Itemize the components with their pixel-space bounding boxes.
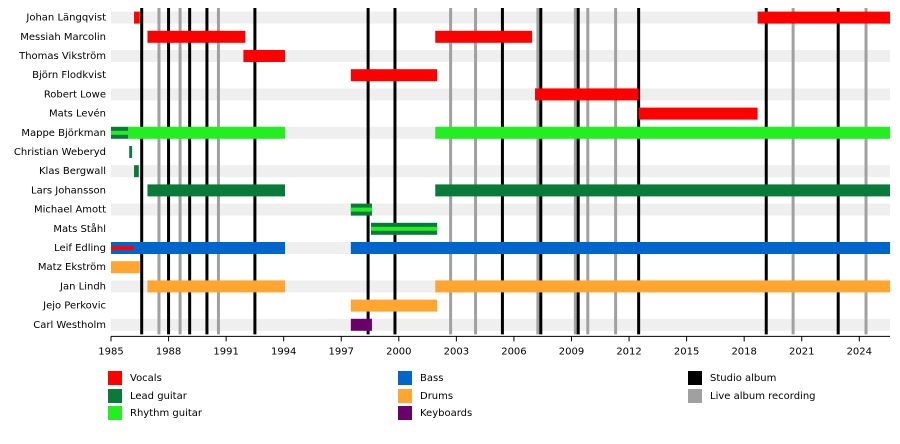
x-tick-label: 2012 <box>616 346 641 357</box>
member-stripe <box>370 226 438 231</box>
x-tick-label: 2009 <box>559 346 584 357</box>
member-name: Carl Westholm <box>33 320 106 331</box>
member-name: Lars Johansson <box>31 185 106 196</box>
member-name: Matz Ekström <box>38 262 106 273</box>
member-bar <box>350 69 438 82</box>
member-bar <box>757 11 890 24</box>
legend-swatch <box>108 406 122 420</box>
member-name: Christian Weberyd <box>14 147 106 158</box>
member-bar <box>638 107 758 120</box>
x-tick-label: 2021 <box>789 346 814 357</box>
member-name: Johan Längqvist <box>25 13 106 24</box>
member-bar <box>147 30 246 43</box>
legend-label: Live album recording <box>710 391 816 402</box>
legend-swatch <box>688 371 702 385</box>
member-bar <box>350 242 890 254</box>
member-bar <box>129 146 133 158</box>
member-name: Björn Flodkvist <box>32 70 106 81</box>
x-tick-label: 1994 <box>271 346 296 357</box>
member-name: Jejo Perkovic <box>42 301 106 312</box>
member-bar <box>147 280 286 293</box>
x-tick-label: 2000 <box>386 346 411 357</box>
member-bar <box>350 299 438 312</box>
legend-swatch <box>398 389 412 403</box>
member-stripe <box>111 130 129 135</box>
member-name: Thomas Vikström <box>18 51 106 62</box>
x-tick-label: 2003 <box>444 346 469 357</box>
row-band <box>111 88 890 101</box>
row-band <box>111 203 890 216</box>
member-bar <box>243 50 286 62</box>
member-bar <box>134 11 140 24</box>
member-name: Mats Levén <box>49 108 106 120</box>
member-bar <box>435 280 890 293</box>
member-bar <box>128 126 286 139</box>
x-tick-label: 2024 <box>847 346 872 357</box>
member-name: Mappe Björkman <box>21 128 106 139</box>
member-name: Leif Edling <box>54 243 106 254</box>
row-band <box>111 165 890 178</box>
x-tick-label: 2006 <box>501 346 526 357</box>
member-bar <box>535 88 639 101</box>
row-band <box>111 318 890 331</box>
x-tick-label: 1997 <box>329 346 354 357</box>
legend-label: Studio album <box>710 373 776 384</box>
member-bar <box>134 165 139 178</box>
x-tick-label: 1988 <box>156 346 181 357</box>
legend-label: Vocals <box>130 373 162 384</box>
row-band <box>111 50 890 62</box>
member-bar <box>147 184 286 197</box>
member-bar <box>435 126 890 139</box>
member-name: Michael Amott <box>34 205 106 216</box>
legend-swatch <box>108 371 122 385</box>
legend-label: Keyboards <box>420 408 472 419</box>
member-bar <box>435 30 533 43</box>
member-stripe <box>350 207 372 212</box>
legend-label: Rhythm guitar <box>130 408 203 419</box>
member-name: Klas Bergwall <box>39 166 106 177</box>
x-tick-label: 2018 <box>731 346 756 357</box>
member-bar <box>111 242 286 254</box>
legend-swatch <box>398 371 412 385</box>
row-band <box>111 11 890 24</box>
member-bar <box>350 318 372 331</box>
legend-label: Bass <box>420 373 443 384</box>
member-bar <box>435 184 890 197</box>
legend-label: Lead guitar <box>130 391 188 402</box>
member-name: Messiah Marcolin <box>20 32 106 43</box>
member-name: Mats Ståhl <box>53 222 106 235</box>
member-bar <box>111 261 140 274</box>
legend-swatch <box>688 389 702 403</box>
x-tick-label: 2015 <box>674 346 699 357</box>
legend-label: Drums <box>420 391 453 402</box>
legend-swatch <box>398 406 412 420</box>
x-tick-label: 1985 <box>98 346 123 357</box>
member-name: Robert Lowe <box>44 89 106 100</box>
member-stripe <box>111 246 135 250</box>
member-name: Jan Lindh <box>59 281 106 292</box>
x-tick-label: 1991 <box>213 346 238 357</box>
legend-swatch <box>108 389 122 403</box>
